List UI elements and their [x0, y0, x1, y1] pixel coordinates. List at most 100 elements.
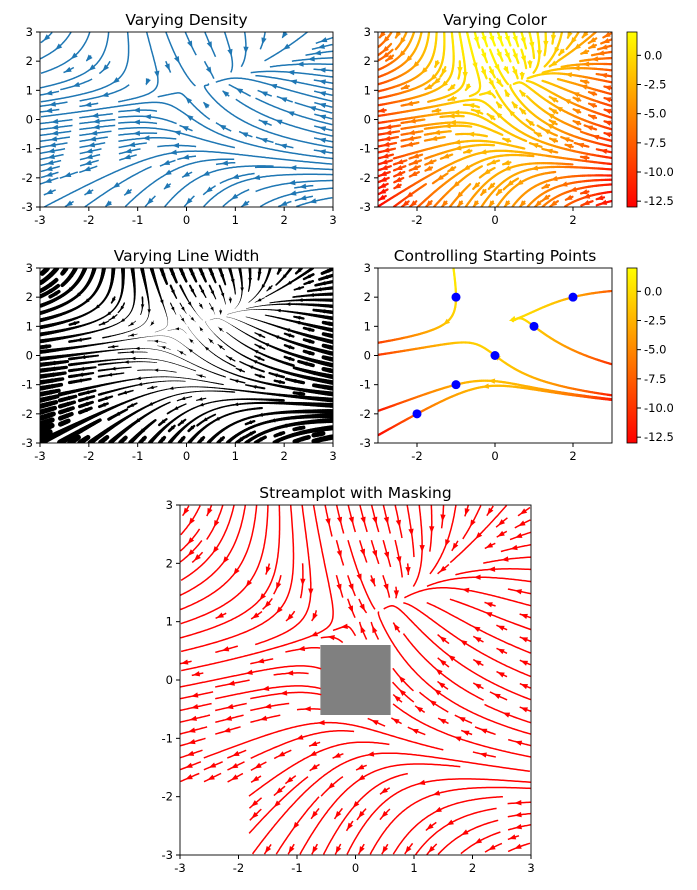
arrow-head: [542, 194, 550, 201]
streamline: [454, 131, 488, 138]
streamline: [258, 119, 272, 126]
streamline: [560, 135, 574, 143]
streamline: [255, 179, 333, 193]
arrow-head: [489, 35, 495, 44]
streamline: [215, 160, 236, 166]
streamline-segment: [478, 175, 483, 179]
streamline: [525, 79, 612, 119]
arrow-head: [85, 54, 93, 62]
streamline: [408, 171, 420, 178]
colorbar-tick-label: 0.0: [644, 48, 662, 62]
streamline: [579, 79, 590, 85]
streamline: [478, 89, 497, 99]
streamline: [541, 65, 612, 74]
arrow-head: [257, 412, 264, 417]
arrow-head: [567, 32, 573, 39]
arrow-head: [420, 67, 428, 75]
streamline: [587, 91, 598, 97]
streamline: [603, 85, 612, 91]
streamline: [464, 83, 472, 92]
arrow-head: [289, 190, 297, 196]
streamline: [79, 112, 113, 119]
streamline: [225, 413, 333, 443]
streamline-segment: [183, 344, 186, 347]
arrow-head: [384, 129, 392, 136]
arrow-head: [582, 61, 590, 67]
arrow-head: [508, 109, 516, 117]
streamline: [431, 172, 449, 185]
streamline: [40, 142, 68, 149]
streamline: [424, 143, 496, 160]
y-tick-label: -1: [22, 142, 33, 156]
arrow-head: [186, 114, 194, 121]
arrow-head: [45, 165, 53, 172]
streamline: [378, 164, 392, 172]
streamline-segment: [206, 439, 212, 443]
arrow-head: [570, 37, 577, 45]
streamline: [118, 32, 160, 103]
arrow-head: [405, 141, 414, 147]
arrow-head: [395, 170, 403, 176]
streamline: [488, 66, 496, 79]
arrow-head: [462, 71, 468, 80]
streamline-segment: [175, 339, 178, 341]
arrow-head: [307, 56, 315, 62]
streamline: [532, 32, 543, 74]
streamline-segment: [480, 204, 484, 207]
streamline: [40, 171, 59, 179]
streamline-segment: [221, 319, 224, 321]
streamline: [556, 78, 612, 96]
streamline: [235, 98, 333, 137]
streamline: [423, 135, 446, 142]
arrow-head: [43, 34, 51, 41]
streamline-segment: [210, 329, 212, 331]
arrow-head: [64, 66, 72, 73]
streamline: [215, 77, 333, 102]
streamline: [572, 119, 582, 126]
streamline: [40, 101, 68, 108]
streamline: [548, 60, 559, 68]
streamline: [202, 185, 216, 196]
streamline: [602, 32, 612, 39]
x-tick-label: -2: [83, 213, 94, 227]
streamline: [527, 60, 533, 69]
arrow-head: [395, 32, 402, 39]
streamline-segment: [225, 439, 231, 443]
arrow-head: [319, 37, 328, 43]
streamline: [496, 48, 504, 62]
streamline: [519, 200, 527, 207]
streamline-segment: [205, 322, 207, 325]
arrow-head: [45, 107, 53, 114]
streamline-segment: [193, 352, 196, 355]
streamline: [79, 153, 101, 161]
y-tick-label: -3: [360, 200, 371, 214]
streamline: [533, 131, 543, 138]
arrow-head: [187, 40, 193, 48]
streamline: [40, 130, 72, 137]
streamline: [40, 148, 66, 155]
arrow-head: [70, 52, 78, 60]
arrow-head: [282, 43, 291, 50]
streamline-segment: [433, 204, 437, 207]
streamline: [378, 188, 389, 196]
streamline: [573, 141, 590, 149]
y-tick-label: 0: [26, 113, 33, 127]
arrow-head: [119, 436, 127, 443]
arrow-head: [588, 37, 597, 44]
streamline: [118, 127, 236, 149]
streamline: [148, 398, 285, 443]
streamline-path: [124, 158, 235, 207]
streamline: [79, 136, 108, 143]
streamline-segment: [148, 439, 154, 443]
arrow-head: [599, 199, 608, 205]
arrow-head: [45, 171, 53, 177]
streamline: [378, 141, 398, 148]
x-tick-label: -3: [34, 213, 45, 227]
arrow-head: [591, 134, 600, 140]
streamline: [84, 165, 152, 207]
streamline: [118, 130, 158, 136]
arrow-head: [534, 200, 542, 207]
streamline: [548, 107, 559, 115]
streamline: [550, 32, 557, 45]
streamline: [79, 101, 99, 108]
